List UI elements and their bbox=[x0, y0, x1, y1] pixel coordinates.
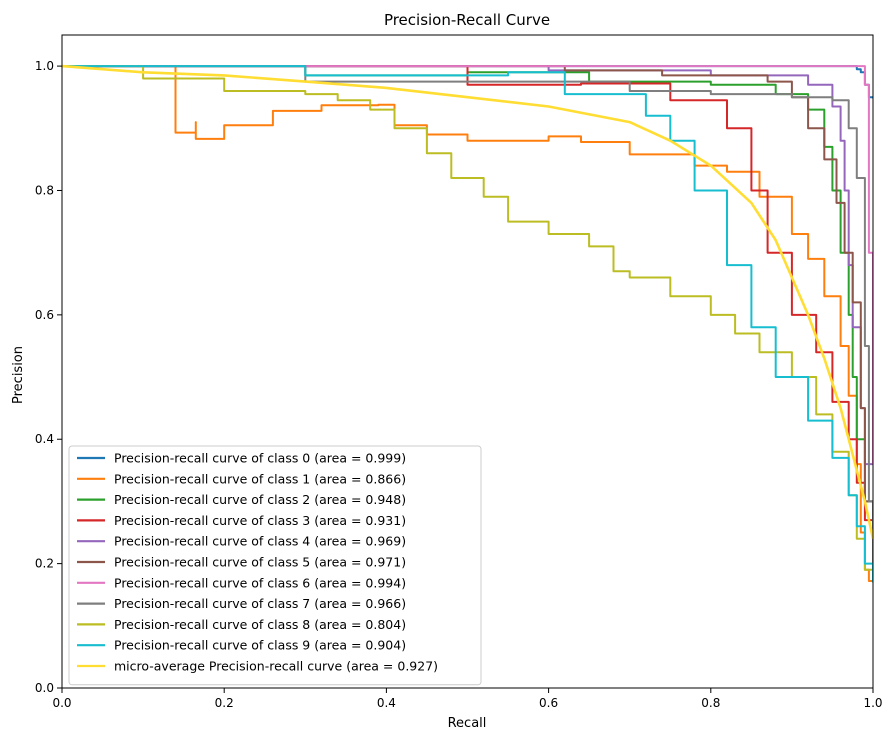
legend-entry-1: Precision-recall curve of class 1 (area … bbox=[114, 471, 406, 486]
legend-entry-10: micro-average Precision-recall curve (ar… bbox=[114, 659, 438, 674]
legend-entry-3: Precision-recall curve of class 3 (area … bbox=[114, 513, 406, 528]
y-tick-label: 0.4 bbox=[35, 432, 54, 446]
y-tick-label: 0.8 bbox=[35, 183, 54, 197]
legend-entry-8: Precision-recall curve of class 8 (area … bbox=[114, 617, 406, 632]
series-line-10 bbox=[62, 64, 873, 539]
y-tick-label: 1.0 bbox=[35, 59, 54, 73]
chart-title: Precision-Recall Curve bbox=[384, 11, 550, 29]
legend-entry-5: Precision-recall curve of class 5 (area … bbox=[114, 555, 406, 570]
y-tick-label: 0.2 bbox=[35, 557, 54, 571]
legend-entry-2: Precision-recall curve of class 2 (area … bbox=[114, 492, 406, 507]
series-line-5 bbox=[62, 65, 873, 533]
axis-ticks: 0.0 0.2 0.4 0.6 0.8 1.0 0.0 0.2 0.4 0.6 0.8 1.0 bbox=[35, 59, 883, 710]
legend: Precision-recall curve of class 0 (area … bbox=[68, 445, 482, 686]
legend-entry-4: Precision-recall curve of class 4 (area … bbox=[114, 534, 406, 549]
y-tick-label: 0.0 bbox=[35, 681, 54, 695]
x-tick-label: 0.6 bbox=[539, 696, 558, 710]
series-line-6 bbox=[62, 65, 873, 465]
y-axis-label: Precision bbox=[11, 346, 26, 404]
plot-area bbox=[61, 34, 874, 689]
y-tick-label: 0.6 bbox=[35, 308, 54, 322]
legend-box bbox=[68, 445, 482, 686]
axes-frame bbox=[61, 34, 874, 689]
series-line-9 bbox=[62, 65, 873, 583]
legend-entry-7: Precision-recall curve of class 7 (area … bbox=[114, 596, 406, 611]
x-tick-label: 0.2 bbox=[215, 696, 234, 710]
legend-entry-0: Precision-recall curve of class 0 (area … bbox=[114, 451, 406, 466]
x-tick-label: 0.8 bbox=[701, 696, 720, 710]
series-line-7 bbox=[62, 65, 873, 583]
x-tick-label: 0.4 bbox=[377, 696, 396, 710]
legend-entry-6: Precision-recall curve of class 6 (area … bbox=[114, 575, 406, 590]
x-axis-label: Recall bbox=[448, 716, 487, 731]
x-tick-label: 0.0 bbox=[52, 696, 71, 710]
legend-entry-9: Precision-recall curve of class 9 (area … bbox=[114, 638, 406, 653]
x-tick-label: 1.0 bbox=[863, 696, 882, 710]
